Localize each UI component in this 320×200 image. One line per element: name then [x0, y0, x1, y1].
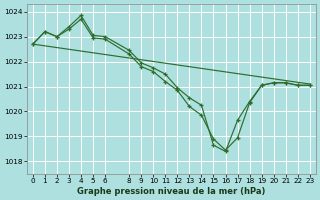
X-axis label: Graphe pression niveau de la mer (hPa): Graphe pression niveau de la mer (hPa): [77, 187, 266, 196]
